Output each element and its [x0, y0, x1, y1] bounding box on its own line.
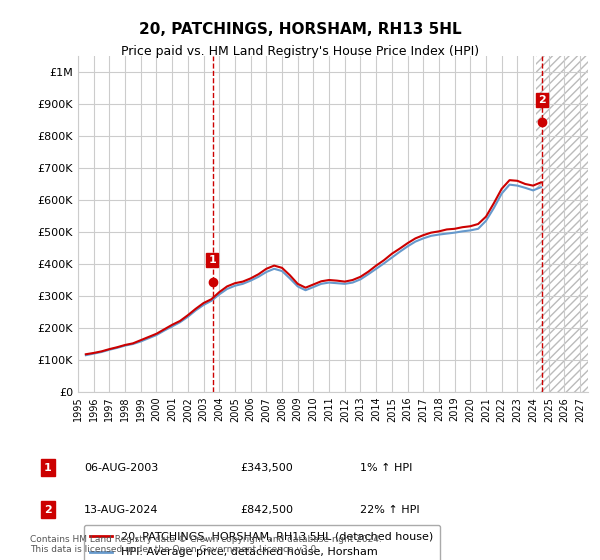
- Text: 06-AUG-2003: 06-AUG-2003: [84, 463, 158, 473]
- Legend: 20, PATCHINGS, HORSHAM, RH13 5HL (detached house), HPI: Average price, detached : 20, PATCHINGS, HORSHAM, RH13 5HL (detach…: [83, 525, 440, 560]
- Text: 1% ↑ HPI: 1% ↑ HPI: [360, 463, 412, 473]
- Text: 20, PATCHINGS, HORSHAM, RH13 5HL: 20, PATCHINGS, HORSHAM, RH13 5HL: [139, 22, 461, 38]
- Text: 13-AUG-2024: 13-AUG-2024: [84, 505, 158, 515]
- Text: £842,500: £842,500: [240, 505, 293, 515]
- Text: 1: 1: [44, 463, 52, 473]
- Text: 2: 2: [538, 95, 545, 105]
- Bar: [536, 56, 588, 392]
- Text: 2: 2: [44, 505, 52, 515]
- Text: £343,500: £343,500: [240, 463, 293, 473]
- Text: 22% ↑ HPI: 22% ↑ HPI: [360, 505, 419, 515]
- Text: Price paid vs. HM Land Registry's House Price Index (HPI): Price paid vs. HM Land Registry's House …: [121, 45, 479, 58]
- Text: 1: 1: [208, 255, 216, 265]
- Text: Contains HM Land Registry data © Crown copyright and database right 2024.
This d: Contains HM Land Registry data © Crown c…: [30, 535, 382, 554]
